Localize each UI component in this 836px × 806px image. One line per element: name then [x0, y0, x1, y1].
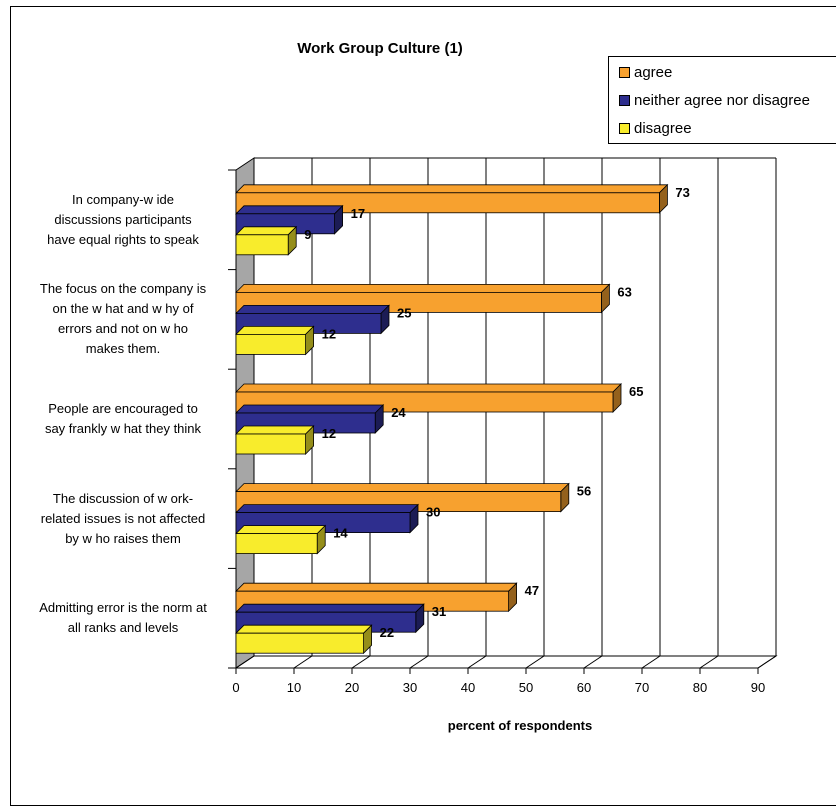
- category-label-line: errors and not on w ho: [57, 321, 189, 337]
- x-tick-label: 90: [751, 680, 765, 695]
- floor-gridline: [583, 655, 603, 669]
- legend-label-neither: neither agree nor disagree: [634, 91, 810, 109]
- floor: [234, 655, 778, 669]
- category-label-line: have equal rights to speak: [47, 231, 199, 247]
- floor-gridline: [641, 655, 661, 669]
- data-label: 47: [525, 583, 539, 598]
- category-label-line: all ranks and levels: [67, 620, 179, 636]
- floor-gridline: [235, 655, 255, 669]
- category-label: People are encouraged to say frankly w ha…: [18, 399, 228, 439]
- legend-swatch-neither: [619, 94, 630, 106]
- x-axis-label: percent of respondents: [447, 718, 593, 733]
- category-label: Admitting error is the norm at all ranks …: [18, 598, 228, 638]
- data-label: 73: [675, 185, 689, 200]
- bar: [235, 234, 289, 256]
- bar-top: [235, 283, 611, 293]
- bar-top: [235, 504, 419, 513]
- data-label: 63: [617, 284, 631, 299]
- data-label: 25: [397, 305, 411, 320]
- legend-item-agree: agree: [619, 62, 672, 82]
- x-tick-label: 60: [577, 680, 591, 695]
- data-label: 31: [432, 604, 446, 619]
- bar: [235, 333, 306, 355]
- category-label: The discussion of w ork-related issues i…: [18, 489, 228, 549]
- category-label-line: The focus on the company is: [39, 281, 207, 297]
- bar-top: [235, 205, 344, 215]
- bar-top: [235, 325, 315, 335]
- legend-label-agree: agree: [634, 63, 673, 81]
- x-tick-label: 80: [693, 680, 707, 695]
- legend-swatch-agree: [619, 66, 630, 78]
- data-label: 14: [333, 526, 348, 541]
- bar-top: [235, 304, 390, 314]
- floor-gridline: [409, 655, 429, 669]
- data-label: 30: [426, 505, 440, 520]
- category-label: In company-w ide discussions participants…: [18, 190, 228, 250]
- plot-area: 0 10 20 30 40 50 60 70 80 90 73 17 9 63 25 12 65 24 12 56 30…: [228, 157, 778, 695]
- legend-item-disagree: disagree: [619, 118, 692, 138]
- legend-label-disagree: disagree: [634, 119, 692, 137]
- x-tick-label: 40: [461, 680, 475, 695]
- x-tick-label: 20: [345, 680, 359, 695]
- data-label: 56: [577, 484, 591, 499]
- category-label-line: makes them.: [85, 341, 161, 357]
- category-label-line: The discussion of w ork-: [52, 490, 194, 506]
- floor-gridline: [467, 655, 487, 669]
- data-label: 12: [322, 326, 336, 341]
- bar: [235, 632, 364, 654]
- floor-gridline: [757, 655, 777, 669]
- bar-top: [235, 226, 298, 236]
- data-label: 9: [304, 227, 311, 242]
- floor-gridline: [293, 655, 313, 669]
- category-label-line: say frankly w hat they think: [44, 421, 202, 436]
- bar-top: [235, 624, 373, 634]
- data-label: 22: [380, 625, 394, 640]
- category-label-line: discussions participants: [54, 211, 192, 227]
- category-label-line: on the w hat and w hy of: [52, 301, 194, 317]
- data-label: 17: [351, 206, 365, 221]
- x-tick-label: 70: [635, 680, 649, 695]
- category-label-line: Admitting error is the norm at: [39, 600, 207, 616]
- x-tick-label: 50: [519, 680, 533, 695]
- data-label: 24: [391, 405, 406, 420]
- bar-top: [235, 425, 315, 435]
- data-label: 65: [629, 384, 643, 399]
- category-label-line: People are encouraged to: [48, 401, 198, 416]
- floor-gridline: [699, 655, 719, 669]
- category-label-line: related issues is not affected: [40, 510, 206, 526]
- bar: [235, 533, 318, 554]
- legend-item-neither: neither agree nor disagree: [619, 90, 810, 110]
- bar-top: [235, 603, 425, 613]
- bar-top: [235, 184, 669, 194]
- bar-top: [235, 582, 518, 592]
- floor-gridline: [525, 655, 545, 669]
- x-tick-label: 0: [232, 680, 239, 695]
- chart-title: Work Group Culture (1): [297, 40, 463, 57]
- category-label: The focus on the company is on the w hat …: [18, 279, 228, 359]
- bar-top: [235, 383, 622, 393]
- bar-top: [235, 483, 570, 493]
- floor-gridline: [351, 655, 371, 669]
- category-label-line: by w ho raises them: [65, 530, 181, 546]
- category-label-line: In company-w ide: [72, 191, 174, 207]
- bar-top: [235, 404, 385, 414]
- bar-top: [235, 525, 327, 534]
- x-tick-label: 30: [403, 680, 417, 695]
- legend-swatch-disagree: [619, 122, 630, 134]
- data-label: 12: [322, 426, 336, 441]
- bar: [235, 433, 306, 455]
- legend: agree neither agree nor disagree disagre…: [608, 56, 836, 144]
- x-tick-label: 10: [287, 680, 301, 695]
